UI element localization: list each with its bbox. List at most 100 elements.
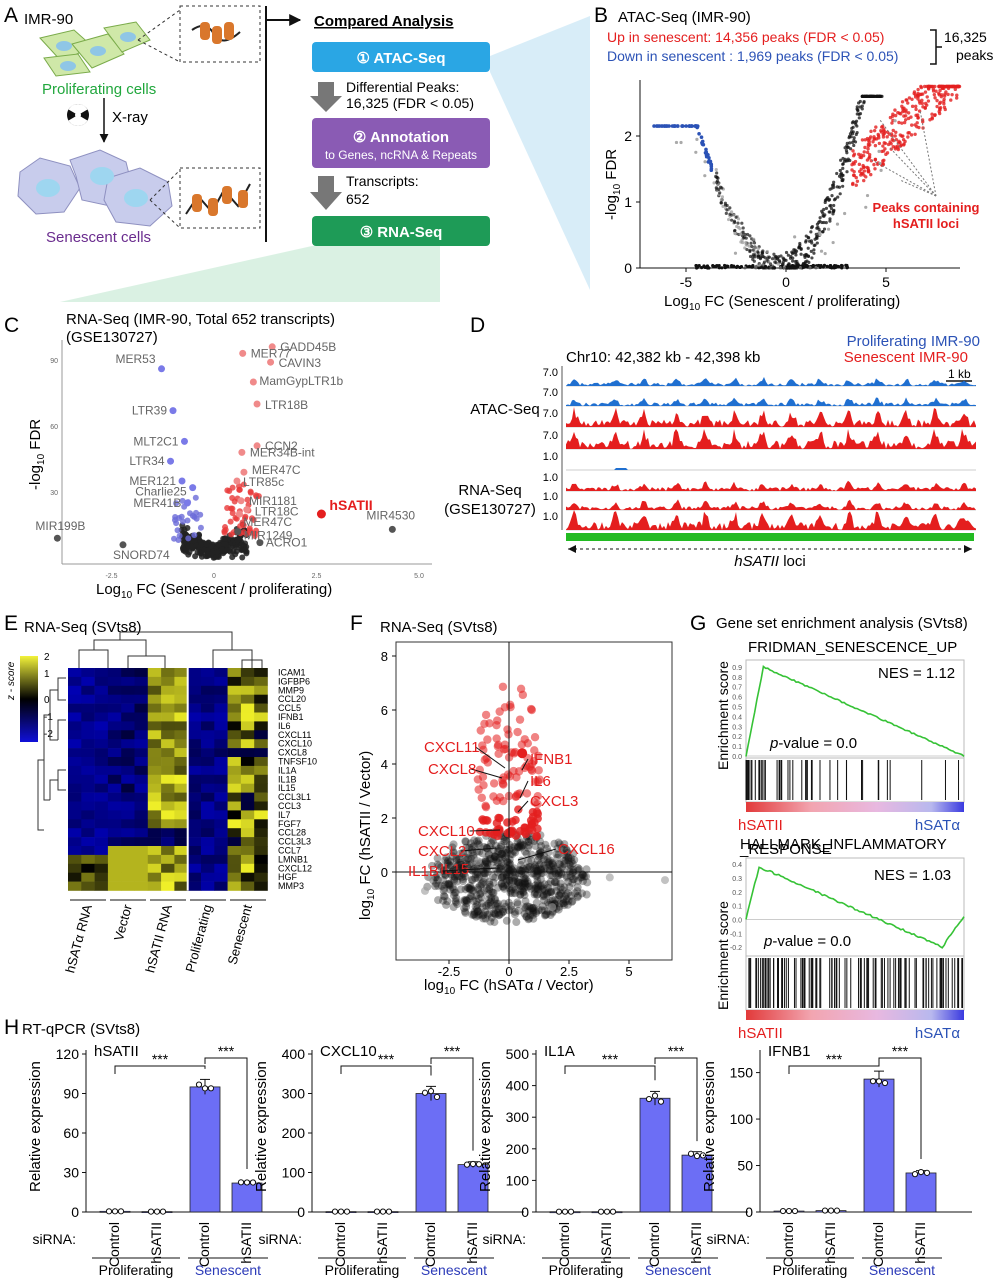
heatmap-cell — [214, 819, 228, 829]
heatmap-cell — [227, 801, 242, 811]
heatmap-cell — [68, 668, 82, 678]
heatmap-cell — [227, 783, 242, 793]
heatmap-cell — [94, 712, 109, 722]
rnaseq-point — [192, 553, 199, 560]
scatter-point — [539, 855, 548, 864]
scatter-point — [514, 880, 523, 889]
scatter-point — [569, 875, 578, 884]
heatmap-cell — [254, 703, 268, 713]
heatmap-cell — [121, 792, 135, 802]
scatter-point — [519, 887, 528, 896]
heatmap-cell — [147, 712, 162, 722]
rnaseq-up-point — [237, 523, 244, 530]
atac-up-peak — [949, 98, 953, 102]
scatter-point — [533, 879, 542, 888]
heatmap-cell — [240, 774, 255, 784]
scatter-point — [541, 910, 550, 919]
gsea-set1-ylabel: Enrichment score — [715, 661, 731, 770]
scatter-point — [453, 877, 462, 886]
qpcr-ytick: 60 — [63, 1125, 79, 1141]
scatter-point — [661, 876, 669, 885]
scatter-point — [433, 854, 442, 863]
scatter-point — [530, 861, 539, 870]
rnaseq-point — [188, 543, 195, 550]
scatter-gene-label: CXCL3 — [530, 793, 578, 810]
atac-peak-point — [832, 180, 836, 184]
heatmap-cell — [81, 685, 95, 695]
rnaseq-labeled-point — [167, 457, 175, 465]
heatmap-cell — [240, 828, 255, 838]
scatter-up-point — [528, 807, 538, 817]
qpcr-bar — [415, 1093, 447, 1213]
atac-up-peak — [931, 89, 936, 93]
scatter-point — [532, 909, 541, 918]
rnaseq-point — [180, 546, 187, 553]
track-scale-label: 7.0 — [543, 387, 558, 399]
scatter-point — [516, 841, 525, 850]
rnaseq-labeled-point — [234, 528, 242, 536]
heatmap-cell — [94, 792, 109, 802]
qpcr-xcat: hSATII — [688, 1222, 704, 1264]
atac-peak-point — [776, 257, 780, 262]
qpcr-ytick: 100 — [282, 1165, 306, 1181]
heatmap-cell — [107, 748, 122, 758]
atac-peak-point — [819, 249, 824, 253]
atac-track-label: ATAC-Seq — [470, 401, 539, 418]
heatmap-cell — [81, 828, 95, 838]
scatter-point — [433, 870, 442, 879]
scatter-up-point — [499, 773, 508, 782]
scatter-up-point — [499, 796, 508, 806]
heatmap-cell — [187, 668, 202, 678]
heatmap-cell — [147, 810, 162, 820]
scatter-point — [439, 886, 448, 895]
heatmap-cell — [227, 837, 242, 847]
scatter-point — [553, 853, 562, 862]
atac-peak-point — [821, 211, 825, 215]
gsea-set2-curve — [745, 866, 965, 949]
scatter-point — [434, 861, 443, 870]
atac-peak-point — [812, 248, 816, 252]
panel-e: E RNA-Seq (SVts8) 210-1-2 z - score ICAM… — [4, 612, 317, 975]
heatmap-cell — [147, 801, 162, 811]
qpcr-ytick: 200 — [506, 1141, 530, 1157]
scatter-point — [532, 907, 541, 916]
atac-up-peak — [893, 113, 898, 118]
scatter-point — [533, 883, 542, 892]
atac-peak-point — [724, 211, 728, 216]
scatter-point — [521, 866, 530, 875]
rnaseq-point-label: MER41B — [133, 496, 181, 510]
atac-peak-point — [831, 183, 835, 187]
gsea-ytick: 0.3 — [732, 876, 742, 883]
atac-peak-point — [730, 263, 734, 268]
scatter-point — [555, 840, 564, 849]
atac-up-peak — [869, 172, 873, 177]
heatmap-cell — [147, 703, 162, 713]
qpcr-group-label: Proliferating — [325, 1262, 400, 1278]
heatmap-cell — [161, 757, 175, 767]
heatmap-group-label: Proliferating — [182, 903, 214, 974]
scatter-point — [531, 881, 540, 890]
scatter-point — [555, 902, 564, 911]
atac-up-peak — [913, 95, 918, 99]
heatmap-cell — [227, 774, 242, 784]
scatter-point — [533, 884, 542, 893]
rnaseq-labeled-point — [268, 343, 276, 351]
scatter-point — [568, 868, 577, 877]
atac-peak-point — [845, 170, 849, 174]
atac-peak-point — [736, 217, 741, 221]
scatter-point — [485, 882, 494, 891]
atac-peak-point — [871, 94, 875, 98]
scatter-point — [472, 897, 481, 906]
atac-down-peak — [660, 124, 665, 128]
atac-up-peak — [901, 134, 905, 138]
heatmap-cell — [107, 872, 122, 882]
scatter-point — [538, 885, 547, 894]
rnaseq-xtick: 0 — [212, 573, 216, 580]
heatmap-gene-label: CCL3L1 — [278, 792, 311, 802]
rnaseq-xtick: 5.0 — [414, 573, 424, 580]
atac-peak-point — [746, 232, 750, 237]
atac-xtick: -5 — [680, 274, 693, 290]
atac-peak-point — [725, 203, 729, 208]
scatter-point — [561, 897, 570, 906]
scatter-point — [531, 888, 540, 897]
